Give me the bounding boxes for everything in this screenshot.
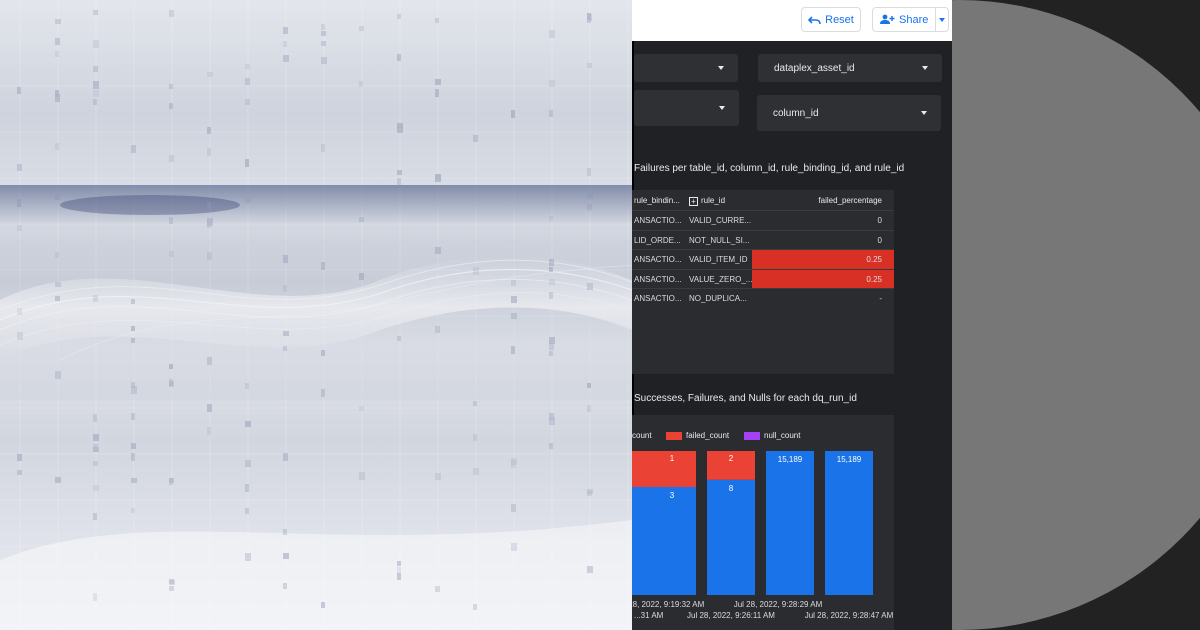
failed-percentage-value: 0.25: [866, 255, 882, 264]
share-button[interactable]: Share: [872, 7, 949, 32]
failed-percentage-value: 0: [877, 235, 882, 245]
gray-disc-graphic: [952, 0, 1200, 630]
dashboard-screenshot: Reset Share dataplex_asset_id: [632, 0, 952, 630]
undo-icon: [808, 15, 821, 24]
data-label-failed: 1: [670, 454, 675, 463]
bar-failed-count[interactable]: [707, 451, 755, 480]
failures-table: rule_bindin... + rule_id failed_percentag…: [632, 190, 894, 374]
rule-id-cell: NOT_NULL_SI...: [689, 235, 750, 245]
dataplex-asset-filter[interactable]: dataplex_asset_id: [758, 54, 942, 82]
legend-item-null-count[interactable]: null_count: [744, 431, 800, 440]
bar-count[interactable]: [648, 487, 696, 595]
rule-binding-cell: LID_ORDE...: [634, 235, 681, 245]
expand-plus-icon[interactable]: +: [689, 197, 698, 206]
share-dropdown-button[interactable]: [935, 8, 948, 31]
rule-binding-cell: ANSACTIO...: [634, 274, 682, 284]
failed-percentage-cell: -: [752, 289, 894, 308]
counts-chart-title: Successes, Failures, and Nulls for each …: [634, 393, 857, 404]
dropdown-caret-icon: [718, 66, 724, 70]
x-tick-label: Jul 28, 2022, 9:28:47 AM: [805, 611, 894, 620]
hero-waves-graphic: [0, 0, 632, 630]
data-label-count: 15,189: [778, 455, 803, 464]
failed-percentage-cell: 0.25: [752, 250, 894, 269]
table-row[interactable]: ANSACTIO... VALUE_ZERO_... 0.25: [632, 268, 894, 289]
x-tick-label: ...31 AM: [634, 611, 664, 620]
rule-id-cell: VALID_CURRE...: [689, 216, 752, 225]
bar-count[interactable]: [707, 479, 755, 595]
column-header-rule-id[interactable]: + rule_id: [689, 196, 725, 206]
filter-control-1[interactable]: [634, 54, 738, 82]
stacked-bar-chart: ...31 AM 1 3 Jul 28, 2022, 9:19:32 AM 2 8 Jul …: [632, 451, 894, 620]
failed-percentage-cell: 0: [752, 211, 894, 230]
bar-count[interactable]: [825, 451, 873, 595]
share-label: Share: [899, 13, 929, 26]
caret-down-icon: [939, 17, 945, 22]
data-label-count: 3: [670, 491, 675, 500]
rule-id-cell: VALID_ITEM_ID: [689, 255, 748, 264]
legend-label: null_count: [764, 431, 801, 440]
column-header-rule-binding[interactable]: rule_bindin...: [634, 196, 680, 205]
x-tick-label: Jul 28, 2022, 9:26:11 AM: [687, 611, 775, 620]
data-label-failed: 2: [729, 454, 734, 463]
filter-control-2[interactable]: [634, 90, 739, 126]
column-id-filter[interactable]: column_id: [757, 95, 941, 131]
rule-binding-cell: ANSACTIO...: [634, 255, 682, 264]
legend-label: failed_count: [686, 431, 730, 440]
rule-id-header-label: rule_id: [701, 196, 726, 205]
reset-label: Reset: [825, 13, 854, 26]
legend-item-count[interactable]: count: [632, 431, 652, 440]
failed-percentage-value: 0: [877, 216, 882, 225]
column-header-failed-percentage[interactable]: failed_percentage: [818, 196, 882, 205]
reset-button[interactable]: Reset: [801, 7, 861, 32]
right-decorative-panel: [952, 0, 1200, 630]
legend-swatch: [744, 431, 760, 440]
table-row[interactable]: ANSACTIO... NO_DUPLICA... -: [632, 288, 894, 307]
legend-item-failed-count[interactable]: failed_count: [666, 431, 729, 440]
table-row[interactable]: ANSACTIO... VALID_CURRE... 0: [632, 210, 894, 229]
legend-label: count: [632, 431, 652, 440]
legend-swatch: [666, 431, 682, 440]
rule-id-cell: NO_DUPLICA...: [689, 294, 747, 303]
hero-image: [0, 0, 632, 630]
filter-label: column_id: [773, 107, 819, 119]
bar-failed-count[interactable]: [648, 451, 696, 487]
add-person-icon: [880, 14, 895, 24]
data-label-count: 15,189: [837, 455, 862, 464]
failed-percentage-cell: 0: [752, 231, 894, 250]
table-row[interactable]: ANSACTIO... VALID_ITEM_ID 0.25: [632, 249, 894, 269]
table-row[interactable]: LID_ORDE... NOT_NULL_SI... 0: [632, 229, 894, 250]
dropdown-caret-icon: [921, 111, 927, 115]
failed-percentage-value: 0.25: [866, 274, 882, 284]
counts-chart: count failed_count null_count ...31 AM 1 3…: [632, 415, 894, 630]
table-header: rule_bindin... + rule_id failed_percentag…: [632, 190, 894, 210]
report-toolbar: Reset Share: [632, 0, 952, 41]
rule-id-cell: VALUE_ZERO_...: [689, 274, 753, 284]
bar-count[interactable]: [766, 451, 814, 595]
dropdown-caret-icon: [922, 66, 928, 70]
rule-binding-cell: ANSACTIO...: [634, 294, 682, 303]
failed-percentage-value: -: [879, 294, 882, 303]
failed-percentage-cell: 0.25: [752, 269, 894, 289]
dropdown-caret-icon: [719, 106, 725, 110]
rule-binding-cell: ANSACTIO...: [634, 216, 682, 225]
filter-label: dataplex_asset_id: [774, 62, 855, 74]
data-label-count: 8: [729, 484, 734, 493]
x-tick-label: Jul 28, 2022, 9:19:32 AM: [632, 600, 705, 609]
x-tick-label: Jul 28, 2022, 9:28:29 AM: [734, 600, 823, 609]
failures-table-title: Failures per table_id, column_id, rule_b…: [634, 163, 905, 174]
